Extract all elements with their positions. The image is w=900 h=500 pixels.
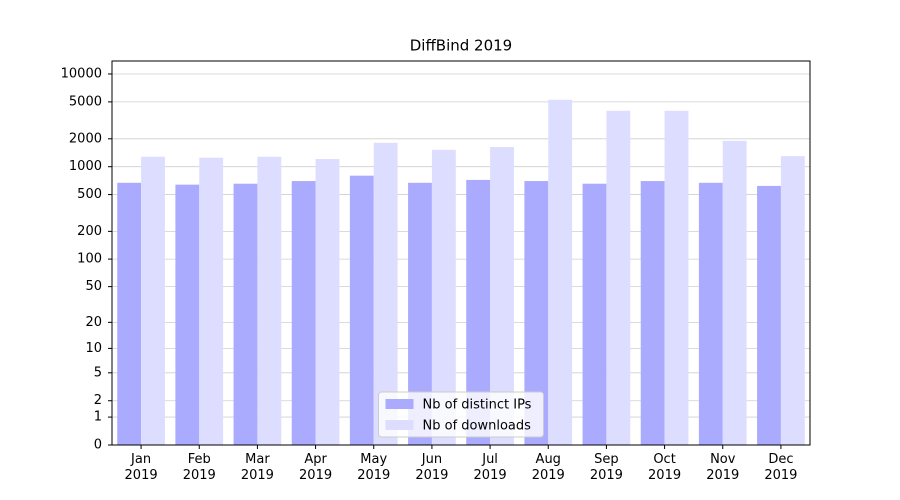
bar	[175, 184, 200, 445]
legend: Nb of distinct IPs Nb of downloads	[378, 391, 544, 438]
bar	[141, 156, 165, 445]
y-tick-label: 1	[94, 410, 102, 425]
bar	[548, 99, 573, 446]
y-tick-label: 5	[94, 365, 102, 380]
x-tick-label: Feb 2019	[182, 452, 216, 483]
bar	[466, 179, 491, 446]
bar	[698, 182, 723, 445]
bar	[722, 140, 747, 445]
x-tick-label: Oct 2019	[648, 452, 682, 483]
x-tick-label: Mar 2019	[240, 452, 274, 483]
y-tick-label: 200	[77, 224, 102, 239]
bar	[431, 149, 456, 446]
x-tick-label: Apr 2019	[299, 452, 333, 483]
y-tick-label: 2000	[69, 131, 102, 146]
y-tick-label: 20	[85, 315, 102, 330]
bar	[524, 181, 549, 445]
y-tick-label: 500	[77, 187, 102, 202]
y-tick-label: 50	[85, 279, 102, 294]
bar	[291, 181, 316, 445]
legend-swatch	[385, 420, 414, 430]
x-tick-label: Dec 2019	[764, 452, 798, 483]
bar	[408, 182, 432, 445]
y-tick-label: 2	[94, 393, 102, 408]
y-tick-label: 1000	[69, 159, 102, 174]
x-tick-label: Sep 2019	[589, 452, 623, 483]
legend-label: Nb of distinct IPs	[423, 398, 532, 413]
bar	[199, 157, 224, 445]
x-tick-label: Aug 2019	[531, 452, 565, 483]
plot-frame	[111, 60, 811, 446]
legend-box	[378, 391, 544, 438]
bar	[582, 183, 607, 446]
x-tick-label: Nov 2019	[706, 452, 740, 483]
bar	[606, 110, 631, 445]
legend-label: Nb of downloads	[423, 419, 532, 434]
bar	[640, 181, 665, 445]
bar	[349, 175, 374, 445]
bar	[117, 182, 142, 445]
y-tick-label: 100	[77, 252, 102, 267]
y-tick-label: 5000	[69, 94, 102, 109]
x-tick-label: Jan 2019	[124, 452, 158, 483]
y-tick-label: 0	[94, 438, 102, 453]
x-tick-label: May 2019	[357, 452, 391, 483]
y-tick-label: 10	[85, 341, 102, 356]
bar	[257, 156, 282, 445]
y-tick-label: 10000	[61, 66, 102, 81]
bar	[664, 110, 689, 445]
bar	[233, 183, 258, 446]
x-tick-label: Jun 2019	[415, 452, 449, 483]
legend-swatch	[385, 399, 414, 409]
bar	[373, 142, 398, 445]
chart-title: DiffBind 2019	[410, 37, 512, 55]
bar	[315, 159, 340, 445]
bar	[780, 156, 805, 446]
bar	[757, 185, 781, 445]
bar	[490, 147, 514, 445]
x-tick-label: Jul 2019	[473, 452, 507, 483]
